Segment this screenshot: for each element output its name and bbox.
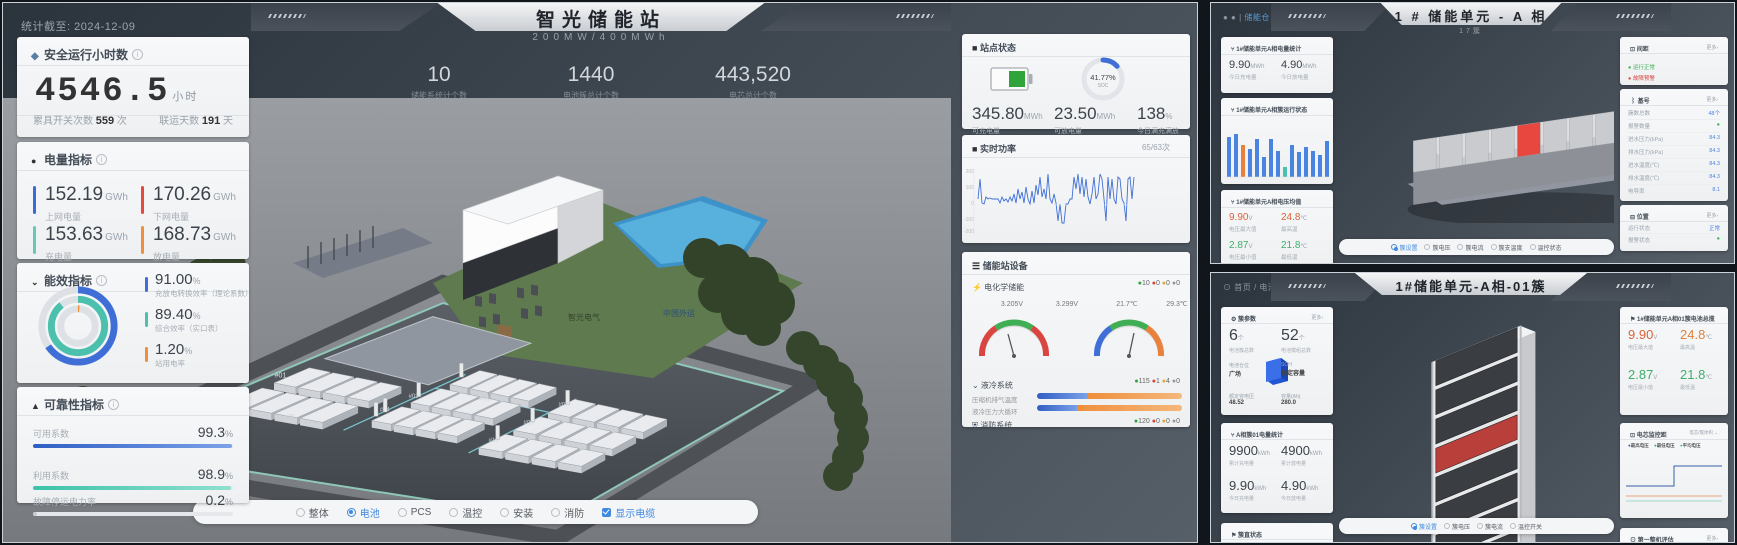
svg-text:#05: #05 [329,395,340,401]
svg-text:-200: -200 [964,229,974,235]
svg-text:#08: #08 [479,397,490,403]
svg-text:3.205V: 3.205V [1001,301,1024,308]
svg-text:SOC: SOC [1098,83,1109,89]
svg-text:3.299V: 3.299V [1056,301,1079,308]
svg-text:29.3℃: 29.3℃ [1166,301,1188,308]
svg-text:#06: #06 [284,414,295,420]
svg-text:中国外运: 中国外运 [663,308,695,318]
svg-text:41.77%: 41.77% [1090,73,1116,82]
svg-text:-100: -100 [964,217,974,223]
svg-text:#09: #09 [523,420,534,426]
svg-text:#10: #10 [489,438,500,444]
svg-text:#07: #07 [558,403,569,409]
svg-text:200: 200 [966,169,975,175]
svg-text:智光电气: 智光电气 [568,312,600,322]
svg-text:21.7℃: 21.7℃ [1116,301,1138,308]
svg-text:100: 100 [966,185,975,191]
svg-text:#01: #01 [275,373,287,380]
